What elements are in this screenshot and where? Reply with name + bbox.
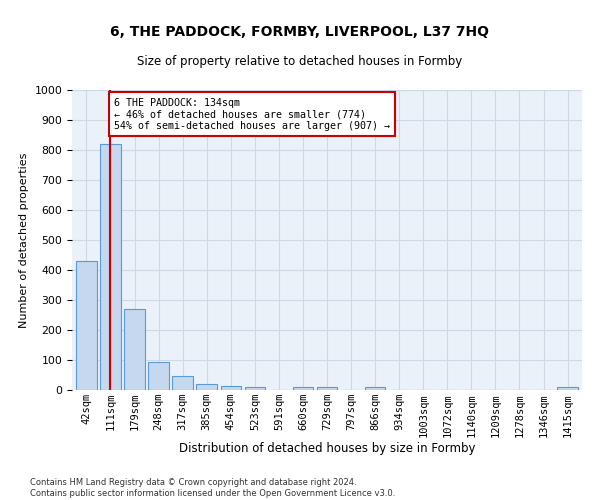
- Y-axis label: Number of detached properties: Number of detached properties: [19, 152, 29, 328]
- Bar: [365, 387, 385, 390]
- Bar: [172, 376, 193, 390]
- Bar: [100, 144, 121, 390]
- Bar: [148, 362, 169, 390]
- Text: 6, THE PADDOCK, FORMBY, LIVERPOOL, L37 7HQ: 6, THE PADDOCK, FORMBY, LIVERPOOL, L37 7…: [110, 25, 490, 39]
- Bar: [221, 386, 241, 390]
- Bar: [293, 387, 313, 390]
- Bar: [317, 387, 337, 390]
- Bar: [245, 387, 265, 390]
- X-axis label: Distribution of detached houses by size in Formby: Distribution of detached houses by size …: [179, 442, 475, 455]
- Bar: [124, 309, 145, 390]
- Bar: [557, 387, 578, 390]
- Text: Contains HM Land Registry data © Crown copyright and database right 2024.
Contai: Contains HM Land Registry data © Crown c…: [30, 478, 395, 498]
- Text: 6 THE PADDOCK: 134sqm
← 46% of detached houses are smaller (774)
54% of semi-det: 6 THE PADDOCK: 134sqm ← 46% of detached …: [114, 98, 390, 130]
- Bar: [76, 261, 97, 390]
- Bar: [196, 384, 217, 390]
- Text: Size of property relative to detached houses in Formby: Size of property relative to detached ho…: [137, 55, 463, 68]
